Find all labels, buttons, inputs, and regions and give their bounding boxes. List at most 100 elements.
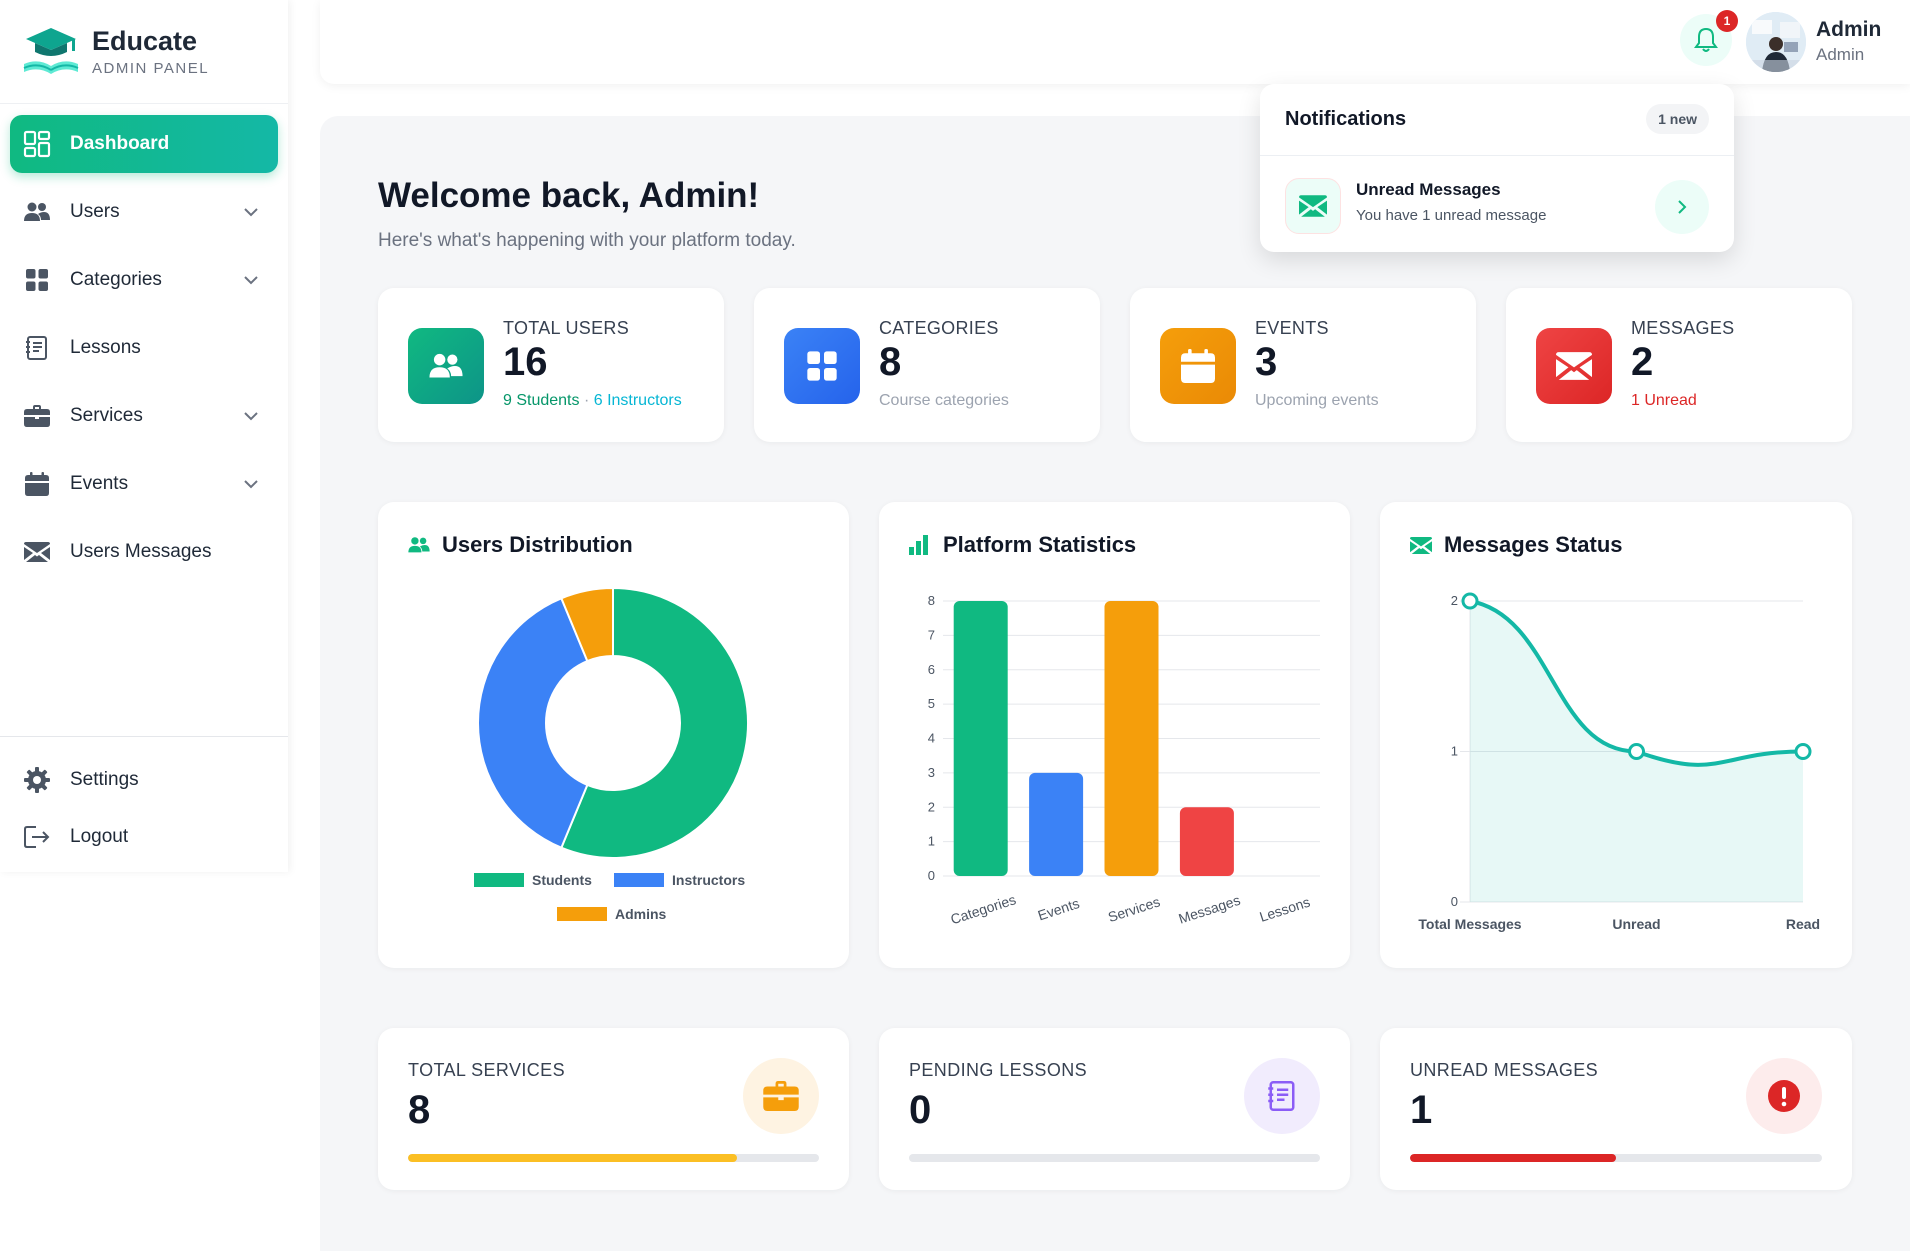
sidebar-item-categories[interactable]: Categories — [10, 251, 278, 309]
chevron-down-icon — [244, 276, 258, 285]
separator: · — [579, 392, 594, 409]
alert-icon — [1746, 1058, 1822, 1134]
area-chart: 0 1 2 Total Messages Unread Read — [1418, 592, 1820, 932]
chevron-down-icon — [244, 208, 258, 217]
x-tick-label: Lessons — [1257, 894, 1312, 925]
stat-card-messages[interactable]: MESSAGES 2 1 Unread — [1506, 288, 1852, 442]
brand-subtitle: ADMIN PANEL — [92, 60, 210, 77]
sidebar-item-users-messages[interactable]: Users Messages — [10, 523, 278, 581]
summary-card-total-services[interactable]: TOTAL SERVICES 8 — [378, 1028, 849, 1190]
sidebar-item-users[interactable]: Users — [10, 183, 278, 241]
notification-subtitle: You have 1 unread message — [1356, 207, 1547, 224]
envelope-icon — [1536, 328, 1612, 404]
stat-value: 8 — [879, 340, 902, 384]
bar-events — [1029, 772, 1084, 876]
notification-open-button[interactable] — [1655, 180, 1709, 234]
y-tick-label: 3 — [928, 765, 935, 780]
dashboard-icon — [22, 129, 52, 159]
user-photo-icon — [1746, 12, 1806, 72]
stat-card-categories[interactable]: CATEGORIES 8 Course categories — [754, 288, 1100, 442]
sidebar-item-events[interactable]: Events — [10, 455, 278, 513]
envelope-icon — [22, 537, 52, 567]
sidebar-item-label: Services — [70, 405, 143, 426]
notification-title: Unread Messages — [1356, 180, 1501, 199]
chevron-down-icon — [244, 412, 258, 421]
sidebar-item-services[interactable]: Services — [10, 387, 278, 445]
gear-icon — [22, 765, 52, 795]
summary-card-pending-lessons[interactable]: PENDING LESSONS 0 — [879, 1028, 1350, 1190]
stat-subtext: Upcoming events — [1255, 392, 1379, 409]
chart-card-messages-status: Messages Status 0 1 2 Total Messages Unread R… — [1380, 502, 1852, 968]
legend-label: Instructors — [672, 872, 745, 888]
x-tick-label: Read — [1786, 916, 1820, 932]
progress-bar — [909, 1154, 1320, 1162]
bar-categories — [953, 601, 1008, 876]
sidebar-nav: Dashboard Users Categories — [0, 104, 288, 581]
page-subtitle: Here's what's happening with your platfo… — [378, 230, 796, 251]
x-tick-label: Events — [1036, 895, 1082, 923]
progress-bar — [408, 1154, 819, 1162]
y-tick-label: 2 — [1451, 593, 1458, 608]
sidebar-item-logout[interactable]: Logout — [10, 808, 278, 865]
stat-value: 2 — [1631, 340, 1654, 384]
summary-label: PENDING LESSONS — [909, 1060, 1088, 1080]
bar-chart: 0 1 2 3 4 5 6 7 8 Categories Events Services Message… — [928, 593, 1320, 927]
stat-value: 16 — [503, 340, 548, 384]
chart-card-platform-statistics: Platform Statistics 0 1 2 3 4 5 6 7 8 Categories E… — [879, 502, 1350, 968]
summary-value: 1 — [1410, 1088, 1433, 1132]
progress-fill — [1410, 1154, 1616, 1162]
chart-title: Users Distribution — [442, 532, 633, 557]
y-tick-label: 6 — [928, 662, 935, 677]
y-tick-label: 1 — [1451, 744, 1458, 759]
logout-icon — [22, 822, 52, 852]
sidebar-item-settings[interactable]: Settings — [10, 751, 278, 808]
user-name[interactable]: Admin — [1816, 18, 1882, 41]
stat-subtext: Course categories — [879, 392, 1009, 409]
lessons-icon — [1244, 1058, 1320, 1134]
notifications-title: Notifications — [1285, 108, 1407, 130]
bell-icon — [1694, 27, 1718, 52]
users-icon — [408, 533, 432, 557]
summary-card-unread-messages[interactable]: UNREAD MESSAGES 1 — [1380, 1028, 1852, 1190]
sidebar-item-label: Logout — [70, 825, 129, 847]
stat-card-events[interactable]: EVENTS 3 Upcoming events — [1130, 288, 1476, 442]
y-tick-label: 1 — [928, 834, 935, 849]
notification-count-badge: 1 — [1716, 10, 1738, 32]
stat-label: EVENTS — [1255, 318, 1329, 338]
sidebar-item-label: Users Messages — [70, 541, 212, 562]
data-point — [1461, 592, 1479, 610]
summary-value: 8 — [408, 1088, 431, 1132]
grid-icon — [784, 328, 860, 404]
y-tick-label: 2 — [928, 799, 935, 814]
notifications-dropdown: Notifications 1 new Unread Messages You … — [1260, 84, 1734, 252]
stat-card-total-users[interactable]: TOTAL USERS 16 9 Students · 6 Instructor… — [378, 288, 724, 442]
legend-swatch — [614, 873, 664, 887]
users-icon — [22, 197, 52, 227]
y-tick-label: 0 — [928, 868, 935, 883]
legend-swatch — [474, 873, 524, 887]
x-tick-label: Unread — [1612, 916, 1660, 932]
sidebar-item-dashboard[interactable]: Dashboard — [10, 115, 278, 173]
avatar[interactable] — [1746, 12, 1806, 72]
data-point — [1628, 743, 1645, 760]
categories-icon — [22, 265, 52, 295]
chart-title: Platform Statistics — [943, 532, 1137, 557]
x-tick-label: Total Messages — [1418, 916, 1521, 932]
brand[interactable]: Educate ADMIN PANEL — [0, 0, 288, 104]
stat-subtext: 9 Students · 6 Instructors — [503, 392, 682, 410]
students-count: 9 Students — [503, 392, 580, 409]
notification-item[interactable]: Unread Messages You have 1 unread messag… — [1260, 156, 1734, 252]
graduation-cap-logo-icon — [23, 27, 79, 74]
stat-label: CATEGORIES — [879, 318, 999, 338]
summary-label: UNREAD MESSAGES — [1410, 1060, 1599, 1080]
stat-subtext: 1 Unread — [1631, 392, 1697, 409]
donut-slice-admins — [560, 586, 614, 663]
y-tick-label: 4 — [928, 731, 935, 746]
y-tick-label: 0 — [1451, 894, 1458, 909]
bar-services — [1104, 601, 1159, 876]
donut-slice-instructors — [477, 596, 589, 850]
sidebar-item-lessons[interactable]: Lessons — [10, 319, 278, 377]
stat-label: TOTAL USERS — [503, 318, 629, 338]
lessons-icon — [22, 333, 52, 363]
donut-chart: Students Instructors Admins — [474, 586, 749, 922]
